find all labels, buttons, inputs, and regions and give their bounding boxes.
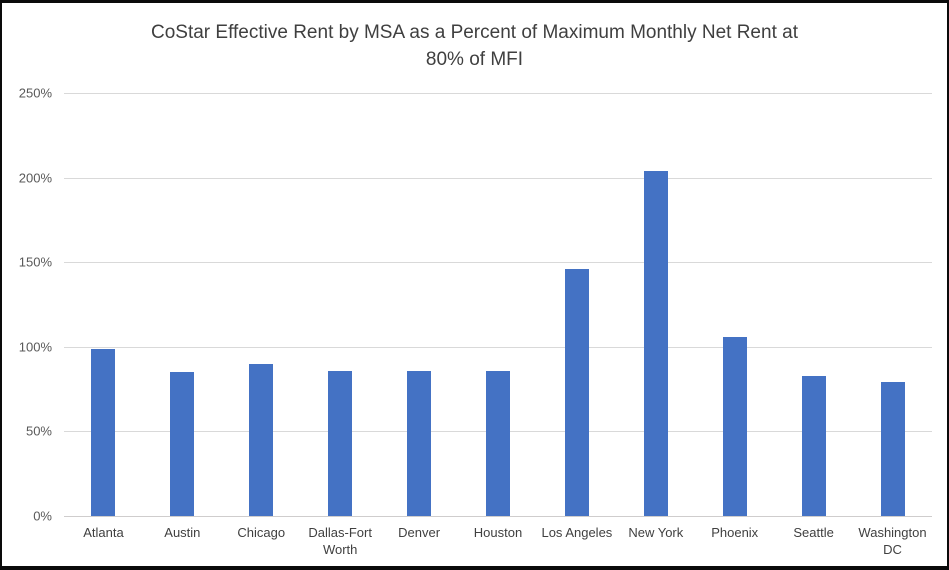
bar-new-york — [643, 170, 668, 516]
bar-slot — [695, 93, 774, 516]
x-tick-label: Seattle — [793, 525, 834, 540]
bar-los-angeles — [564, 268, 589, 516]
bars-row — [64, 93, 932, 516]
bar-washington-dc — [880, 382, 905, 516]
x-axis-labels: Atlanta Austin Chicago Dallas-Fort Worth Den… — [64, 524, 932, 558]
bar-seattle — [801, 375, 826, 516]
bar-phoenix — [722, 336, 747, 516]
x-tick-label: Washington DC — [858, 525, 927, 557]
bar-slot — [459, 93, 538, 516]
chart-title-line1: CoStar Effective Rent by MSA as a Percen… — [151, 22, 798, 43]
y-tick-label-200: 200% — [18, 170, 52, 186]
bar-slot — [380, 93, 459, 516]
bar-slot — [853, 93, 932, 516]
bar-slot — [616, 93, 695, 516]
y-tick-label-0: 0% — [33, 508, 52, 524]
gridline-100 — [64, 346, 932, 348]
bar-slot — [222, 93, 301, 516]
bar-dallas-fort-worth — [328, 370, 353, 516]
y-tick-label-100: 100% — [18, 339, 52, 355]
x-tick-label: Atlanta — [83, 525, 124, 540]
bar-slot — [537, 93, 616, 516]
x-tick-label: New York — [628, 525, 684, 540]
x-tick-label: Denver — [398, 525, 441, 540]
bar-austin — [170, 372, 195, 516]
y-tick-label-50: 50% — [25, 423, 52, 439]
x-tick-label: Houston — [473, 525, 523, 540]
x-tick-label: Dallas-Fort Worth — [308, 525, 372, 557]
chart-title-line2: 80% of MFI — [425, 49, 524, 70]
gridline-0 — [64, 516, 932, 517]
bar-slot — [64, 93, 143, 516]
x-tick-label: Austin — [164, 525, 201, 540]
gridline-200 — [64, 177, 932, 179]
x-tick-label: Chicago — [237, 525, 286, 540]
y-tick-label-250: 250% — [18, 85, 52, 101]
bar-slot — [143, 93, 222, 516]
x-tick-label: Los Angeles — [541, 525, 613, 540]
bar-slot — [774, 93, 853, 516]
gridline-150 — [64, 262, 932, 264]
chart-title: CoStar Effective Rent by MSA as a Percen… — [2, 19, 947, 73]
bar-atlanta — [91, 348, 116, 516]
plot-area: 0% 50% 100% 150% 200% 250% — [19, 86, 932, 524]
bar-slot — [301, 93, 380, 516]
bar-chicago — [249, 363, 274, 516]
bar-denver — [407, 370, 432, 516]
y-tick-label-150: 150% — [18, 254, 52, 270]
gridline-250 — [64, 93, 932, 94]
x-tick-label: Phoenix — [711, 525, 759, 540]
bar-houston — [485, 370, 510, 516]
